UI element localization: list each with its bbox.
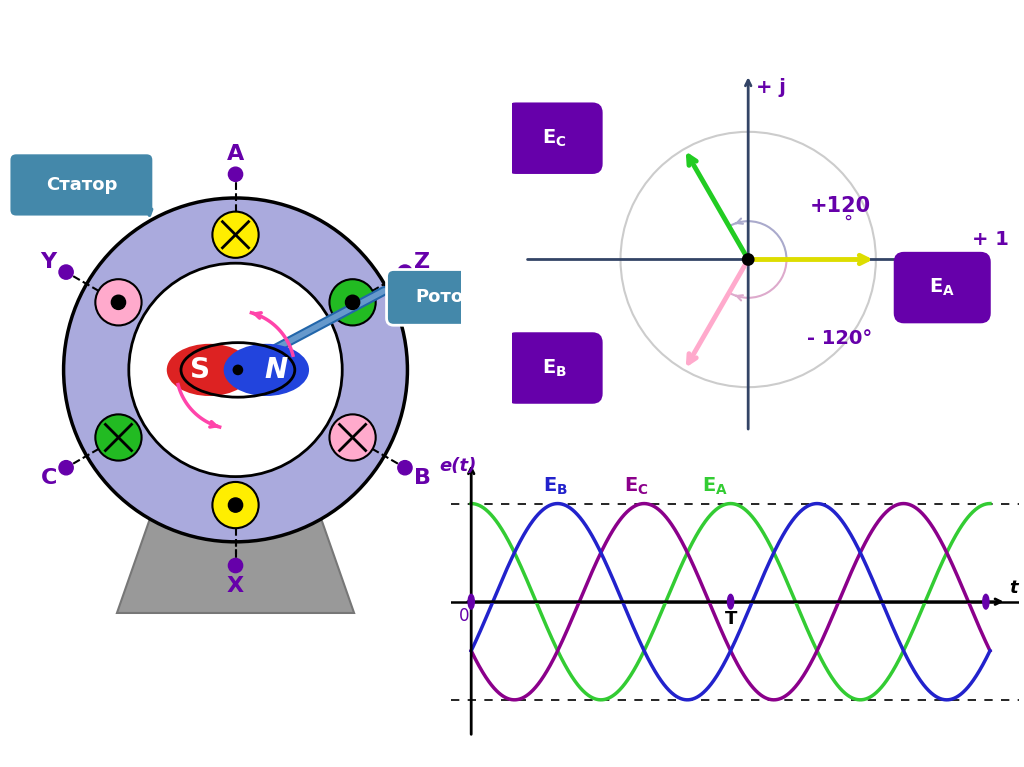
Text: A: A <box>227 144 244 164</box>
FancyBboxPatch shape <box>894 252 991 324</box>
Circle shape <box>345 295 359 309</box>
Circle shape <box>468 594 474 609</box>
Text: T: T <box>724 611 737 628</box>
Text: N: N <box>264 356 288 384</box>
Text: Z: Z <box>415 252 430 272</box>
Text: $\mathbf{E_C}$: $\mathbf{E_C}$ <box>624 476 648 496</box>
Text: $\mathbf{E_B}$: $\mathbf{E_B}$ <box>544 476 568 496</box>
Circle shape <box>727 594 733 609</box>
Circle shape <box>228 558 243 573</box>
Text: °: ° <box>843 213 852 232</box>
Text: $\mathbf{E_A}$: $\mathbf{E_A}$ <box>701 476 728 496</box>
Circle shape <box>212 482 259 528</box>
Text: B: B <box>414 468 431 488</box>
Circle shape <box>330 279 376 325</box>
Text: - 120°: - 120° <box>808 329 872 348</box>
Text: e(t): e(t) <box>439 457 477 476</box>
Polygon shape <box>117 495 354 613</box>
Circle shape <box>63 198 408 542</box>
Text: 0: 0 <box>459 607 469 625</box>
Text: Статор: Статор <box>46 176 117 194</box>
Text: S: S <box>189 356 210 384</box>
Circle shape <box>398 265 412 279</box>
Text: Ротор: Ротор <box>416 288 476 306</box>
Text: + 1: + 1 <box>972 230 1009 249</box>
Ellipse shape <box>223 344 309 396</box>
Circle shape <box>59 461 73 475</box>
Ellipse shape <box>167 344 252 396</box>
Circle shape <box>112 295 126 309</box>
Circle shape <box>330 414 376 461</box>
Text: C: C <box>41 468 56 488</box>
Circle shape <box>232 364 244 375</box>
Text: $\mathbf{E_A}$: $\mathbf{E_A}$ <box>929 277 955 298</box>
Circle shape <box>228 498 243 512</box>
Text: + j: + j <box>756 78 785 97</box>
Circle shape <box>741 253 755 266</box>
Text: X: X <box>227 576 244 596</box>
Circle shape <box>212 212 259 258</box>
Text: +120: +120 <box>810 196 870 216</box>
Text: t: t <box>1010 579 1018 597</box>
Circle shape <box>95 279 141 325</box>
Circle shape <box>398 461 412 475</box>
Text: $\mathbf{E_B}$: $\mathbf{E_B}$ <box>542 357 566 379</box>
Circle shape <box>95 414 141 461</box>
Text: $\mathbf{E_C}$: $\mathbf{E_C}$ <box>542 127 566 149</box>
Circle shape <box>59 265 73 279</box>
Circle shape <box>228 167 243 181</box>
FancyBboxPatch shape <box>506 103 603 174</box>
Text: Y: Y <box>41 252 56 272</box>
Circle shape <box>129 263 342 476</box>
FancyBboxPatch shape <box>506 332 603 403</box>
Polygon shape <box>159 471 312 495</box>
FancyBboxPatch shape <box>9 153 154 217</box>
FancyBboxPatch shape <box>386 269 505 325</box>
Circle shape <box>983 594 989 609</box>
